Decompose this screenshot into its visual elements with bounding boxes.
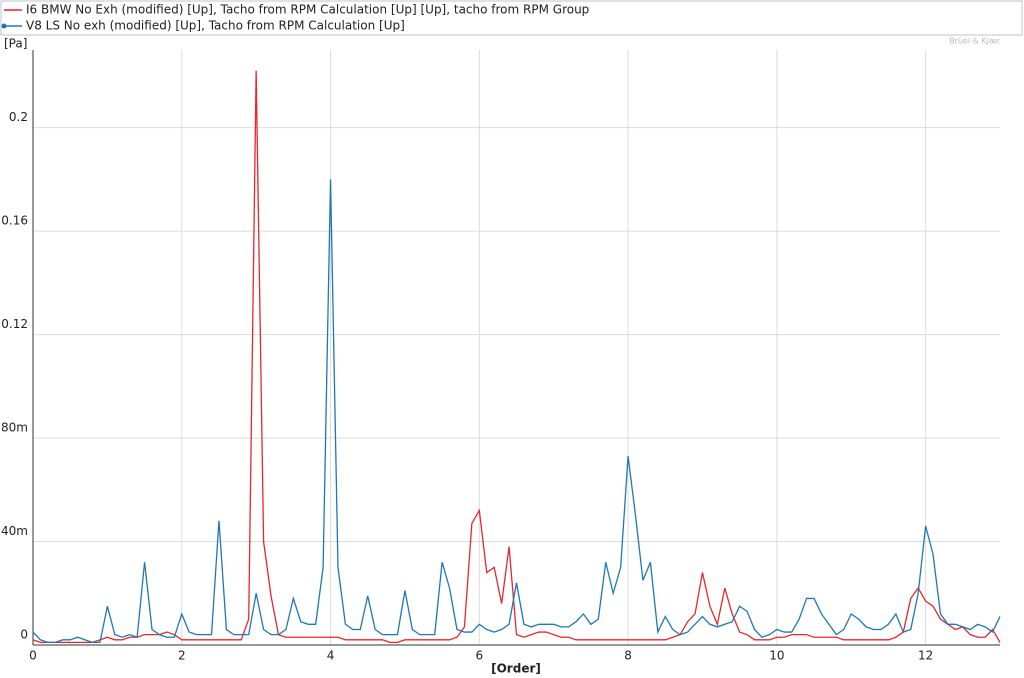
x-axis-label: [Order] bbox=[491, 662, 541, 676]
y-tick-label: 0 bbox=[20, 628, 28, 642]
x-tick-label: 10 bbox=[769, 649, 784, 663]
x-tick-label: 12 bbox=[918, 649, 933, 663]
y-tick-label: 80m bbox=[1, 421, 28, 435]
x-tick-label: 6 bbox=[475, 649, 483, 663]
x-tick-label: 8 bbox=[624, 649, 632, 663]
watermark: Brüel & Kjær bbox=[949, 37, 1001, 46]
x-tick-label: 4 bbox=[327, 649, 335, 663]
x-tick-label: 0 bbox=[29, 649, 37, 663]
legend-label: I6 BMW No Exh (modified) [Up], Tacho fro… bbox=[26, 3, 589, 17]
series-line bbox=[32, 70, 1001, 644]
y-axis-label: [Pa] bbox=[4, 37, 27, 51]
y-tick-label: 0.12 bbox=[1, 317, 28, 331]
y-tick-label: 40m bbox=[1, 524, 28, 538]
y-tick-label: 0.16 bbox=[1, 214, 28, 228]
y-tick-label: 0.2 bbox=[9, 110, 28, 124]
x-tick-label: 2 bbox=[178, 649, 186, 663]
legend-label: V8 LS No exh (modified) [Up], Tacho from… bbox=[26, 19, 405, 33]
legend-box bbox=[0, 0, 1023, 36]
legend-marker bbox=[1, 23, 7, 29]
series-line bbox=[32, 179, 1001, 644]
